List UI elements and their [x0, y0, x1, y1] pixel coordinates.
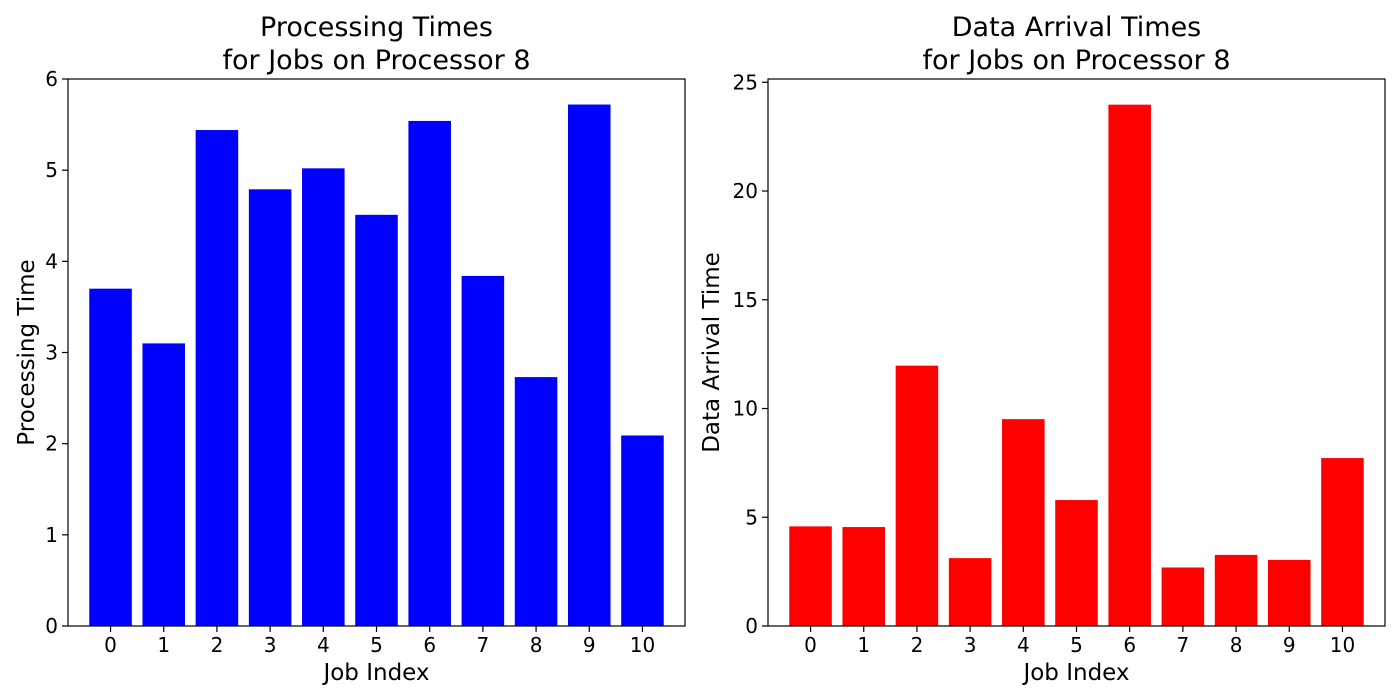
x-tick-label: 6	[1123, 633, 1136, 657]
x-tick-label: 0	[104, 633, 117, 657]
chart-title-line: Processing Times	[260, 12, 493, 43]
x-tick-label: 5	[1070, 633, 1083, 657]
bar-7	[461, 275, 505, 626]
y-tick-label: 0	[745, 614, 758, 638]
bar-0	[89, 288, 132, 626]
bar-9	[567, 104, 611, 626]
y-axis-label: Data Arrival Time	[699, 252, 725, 453]
bar-3	[248, 189, 292, 627]
y-tick-label: 3	[45, 341, 58, 365]
x-tick-label: 4	[1017, 633, 1030, 657]
bar-4	[1002, 419, 1045, 626]
x-tick-label: 1	[157, 633, 170, 657]
y-tick-label: 4	[45, 249, 58, 273]
y-tick-label: 1	[45, 523, 58, 547]
x-tick-label: 7	[477, 633, 490, 657]
bar-3	[948, 558, 992, 626]
x-tick-label: 5	[370, 633, 383, 657]
bar-6	[1108, 104, 1151, 626]
bar-8	[1214, 554, 1258, 626]
chart-title-line: for Jobs on Processor 8	[923, 45, 1231, 76]
y-tick-label: 2	[45, 432, 58, 456]
x-tick-label: 10	[630, 633, 655, 657]
bar-5	[1055, 500, 1098, 626]
y-tick-label: 6	[45, 67, 58, 91]
bar-8	[514, 377, 558, 626]
x-tick-label: 8	[530, 633, 543, 657]
bar-4	[302, 168, 345, 627]
y-tick-label: 5	[45, 158, 58, 182]
bar-10	[621, 435, 664, 626]
bar-2	[195, 130, 239, 626]
x-axis-label: Job Index	[321, 660, 429, 686]
x-tick-label: 3	[964, 633, 977, 657]
bar-1	[842, 527, 886, 626]
x-tick-label: 9	[583, 633, 596, 657]
x-axis-label: Job Index	[1021, 660, 1129, 686]
chart-title-line: for Jobs on Processor 8	[223, 45, 531, 76]
y-tick-label: 20	[733, 179, 758, 203]
x-tick-label: 9	[1283, 633, 1296, 657]
x-tick-label: 3	[264, 633, 277, 657]
y-tick-label: 15	[733, 288, 758, 312]
x-tick-label: 8	[1230, 633, 1243, 657]
x-tick-label: 7	[1177, 633, 1190, 657]
x-tick-label: 2	[911, 633, 924, 657]
bar-5	[355, 214, 398, 627]
chart-title-line: Data Arrival Times	[952, 12, 1202, 43]
bar-1	[142, 343, 186, 626]
x-tick-label: 0	[804, 633, 817, 657]
x-tick-label: 2	[211, 633, 224, 657]
y-axis-label: Processing Time	[14, 259, 40, 445]
y-tick-label: 25	[733, 70, 758, 94]
y-tick-label: 0	[45, 614, 58, 638]
bar-7	[1161, 567, 1205, 626]
bar-9	[1267, 559, 1311, 626]
x-tick-label: 10	[1330, 633, 1355, 657]
bar-0	[789, 526, 832, 626]
bar-10	[1321, 458, 1364, 626]
bar-6	[408, 120, 451, 626]
y-tick-label: 5	[745, 505, 758, 529]
x-tick-label: 6	[423, 633, 436, 657]
x-tick-label: 4	[317, 633, 330, 657]
bar-2	[895, 365, 939, 626]
y-tick-label: 10	[733, 397, 758, 421]
x-tick-label: 1	[857, 633, 870, 657]
